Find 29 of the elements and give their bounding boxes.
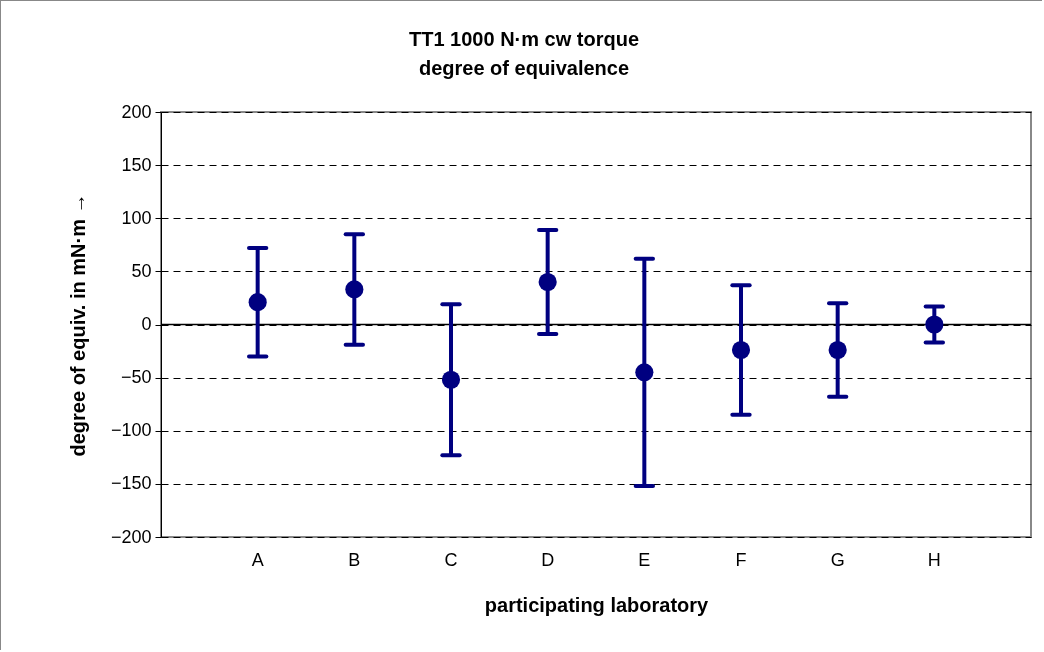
point bbox=[635, 363, 654, 382]
x-tick-label: B bbox=[348, 549, 361, 570]
y-tick-label: 150 bbox=[121, 154, 152, 175]
x-tick-label: G bbox=[830, 549, 845, 570]
x-tick-label: D bbox=[541, 549, 555, 570]
text: TT1 1000 N·m cw torque bbox=[408, 28, 640, 50]
point bbox=[441, 370, 461, 389]
text: degree of equivalence bbox=[418, 57, 630, 79]
point bbox=[731, 340, 751, 360]
x-tick-label: F bbox=[735, 549, 747, 570]
x-tick-label: C bbox=[444, 549, 458, 570]
y-tick-label: 200 bbox=[121, 101, 152, 122]
y-tick-label: −150 bbox=[110, 473, 152, 494]
x-tick-label: H bbox=[927, 549, 941, 570]
point bbox=[828, 340, 847, 360]
y-tick-label: −200 bbox=[110, 526, 152, 547]
y-tick-label: −50 bbox=[120, 367, 152, 388]
point bbox=[925, 315, 944, 334]
x-axis-title: participating laboratory bbox=[484, 593, 710, 616]
point bbox=[345, 280, 364, 299]
y-tick-label: 100 bbox=[121, 207, 152, 228]
y-tick-label: 50 bbox=[131, 260, 152, 281]
x-tick-label: E bbox=[638, 549, 651, 570]
point bbox=[248, 293, 267, 312]
x-tick-label: A bbox=[251, 549, 264, 570]
y-tick-label: 0 bbox=[141, 314, 152, 334]
y-axis-title: degree of equiv. in mN·m → bbox=[66, 193, 89, 457]
y-tick-label: −100 bbox=[110, 420, 152, 441]
point bbox=[538, 272, 557, 292]
